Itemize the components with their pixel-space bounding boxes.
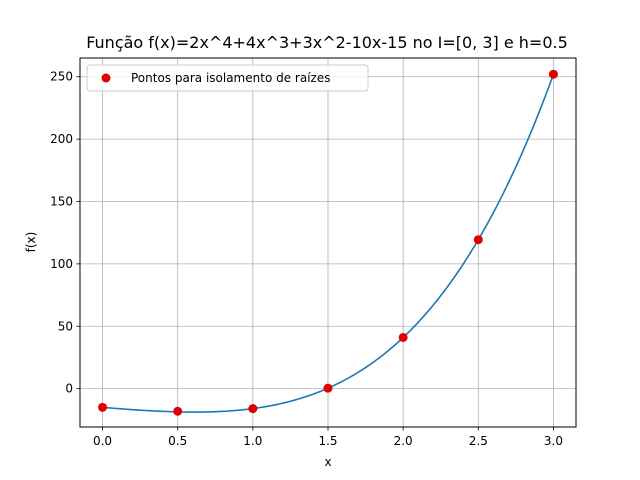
x-ticks: 0.0 0.5 1.0 1.5 2.0 2.5 3.0 [93,427,563,448]
data-point [173,406,183,416]
data-point [248,404,258,414]
data-point [323,383,333,393]
data-point [548,69,558,79]
y-axis-label: f(x) [24,232,38,253]
grid-layer [80,58,576,427]
x-tick-label: 0.5 [168,434,187,448]
legend-label: Pontos para isolamento de raízes [131,71,330,85]
legend: Pontos para isolamento de raízes [86,64,369,92]
data-point [473,235,483,245]
chart-title: Função f(x)=2x^4+4x^3+3x^2-10x-15 no I=[… [86,33,568,52]
points-layer [98,69,558,416]
legend-box [86,64,369,92]
y-ticks: 0 50 100 150 200 250 [50,70,80,396]
y-tick-label: 100 [50,257,73,271]
x-tick-label: 1.5 [318,434,337,448]
y-tick-label: 0 [65,382,73,396]
x-tick-label: 2.0 [394,434,413,448]
y-tick-label: 150 [50,194,73,208]
y-tick-label: 50 [58,319,73,333]
y-tick-label: 200 [50,132,73,146]
y-tick-label: 250 [50,70,73,84]
legend-marker [101,73,111,83]
x-tick-label: 3.0 [544,434,563,448]
x-axis-label: x [324,455,331,469]
x-tick-label: 1.0 [243,434,262,448]
data-point [98,402,108,412]
data-point [398,332,408,342]
x-tick-label: 2.5 [469,434,488,448]
x-tick-label: 0.0 [93,434,112,448]
